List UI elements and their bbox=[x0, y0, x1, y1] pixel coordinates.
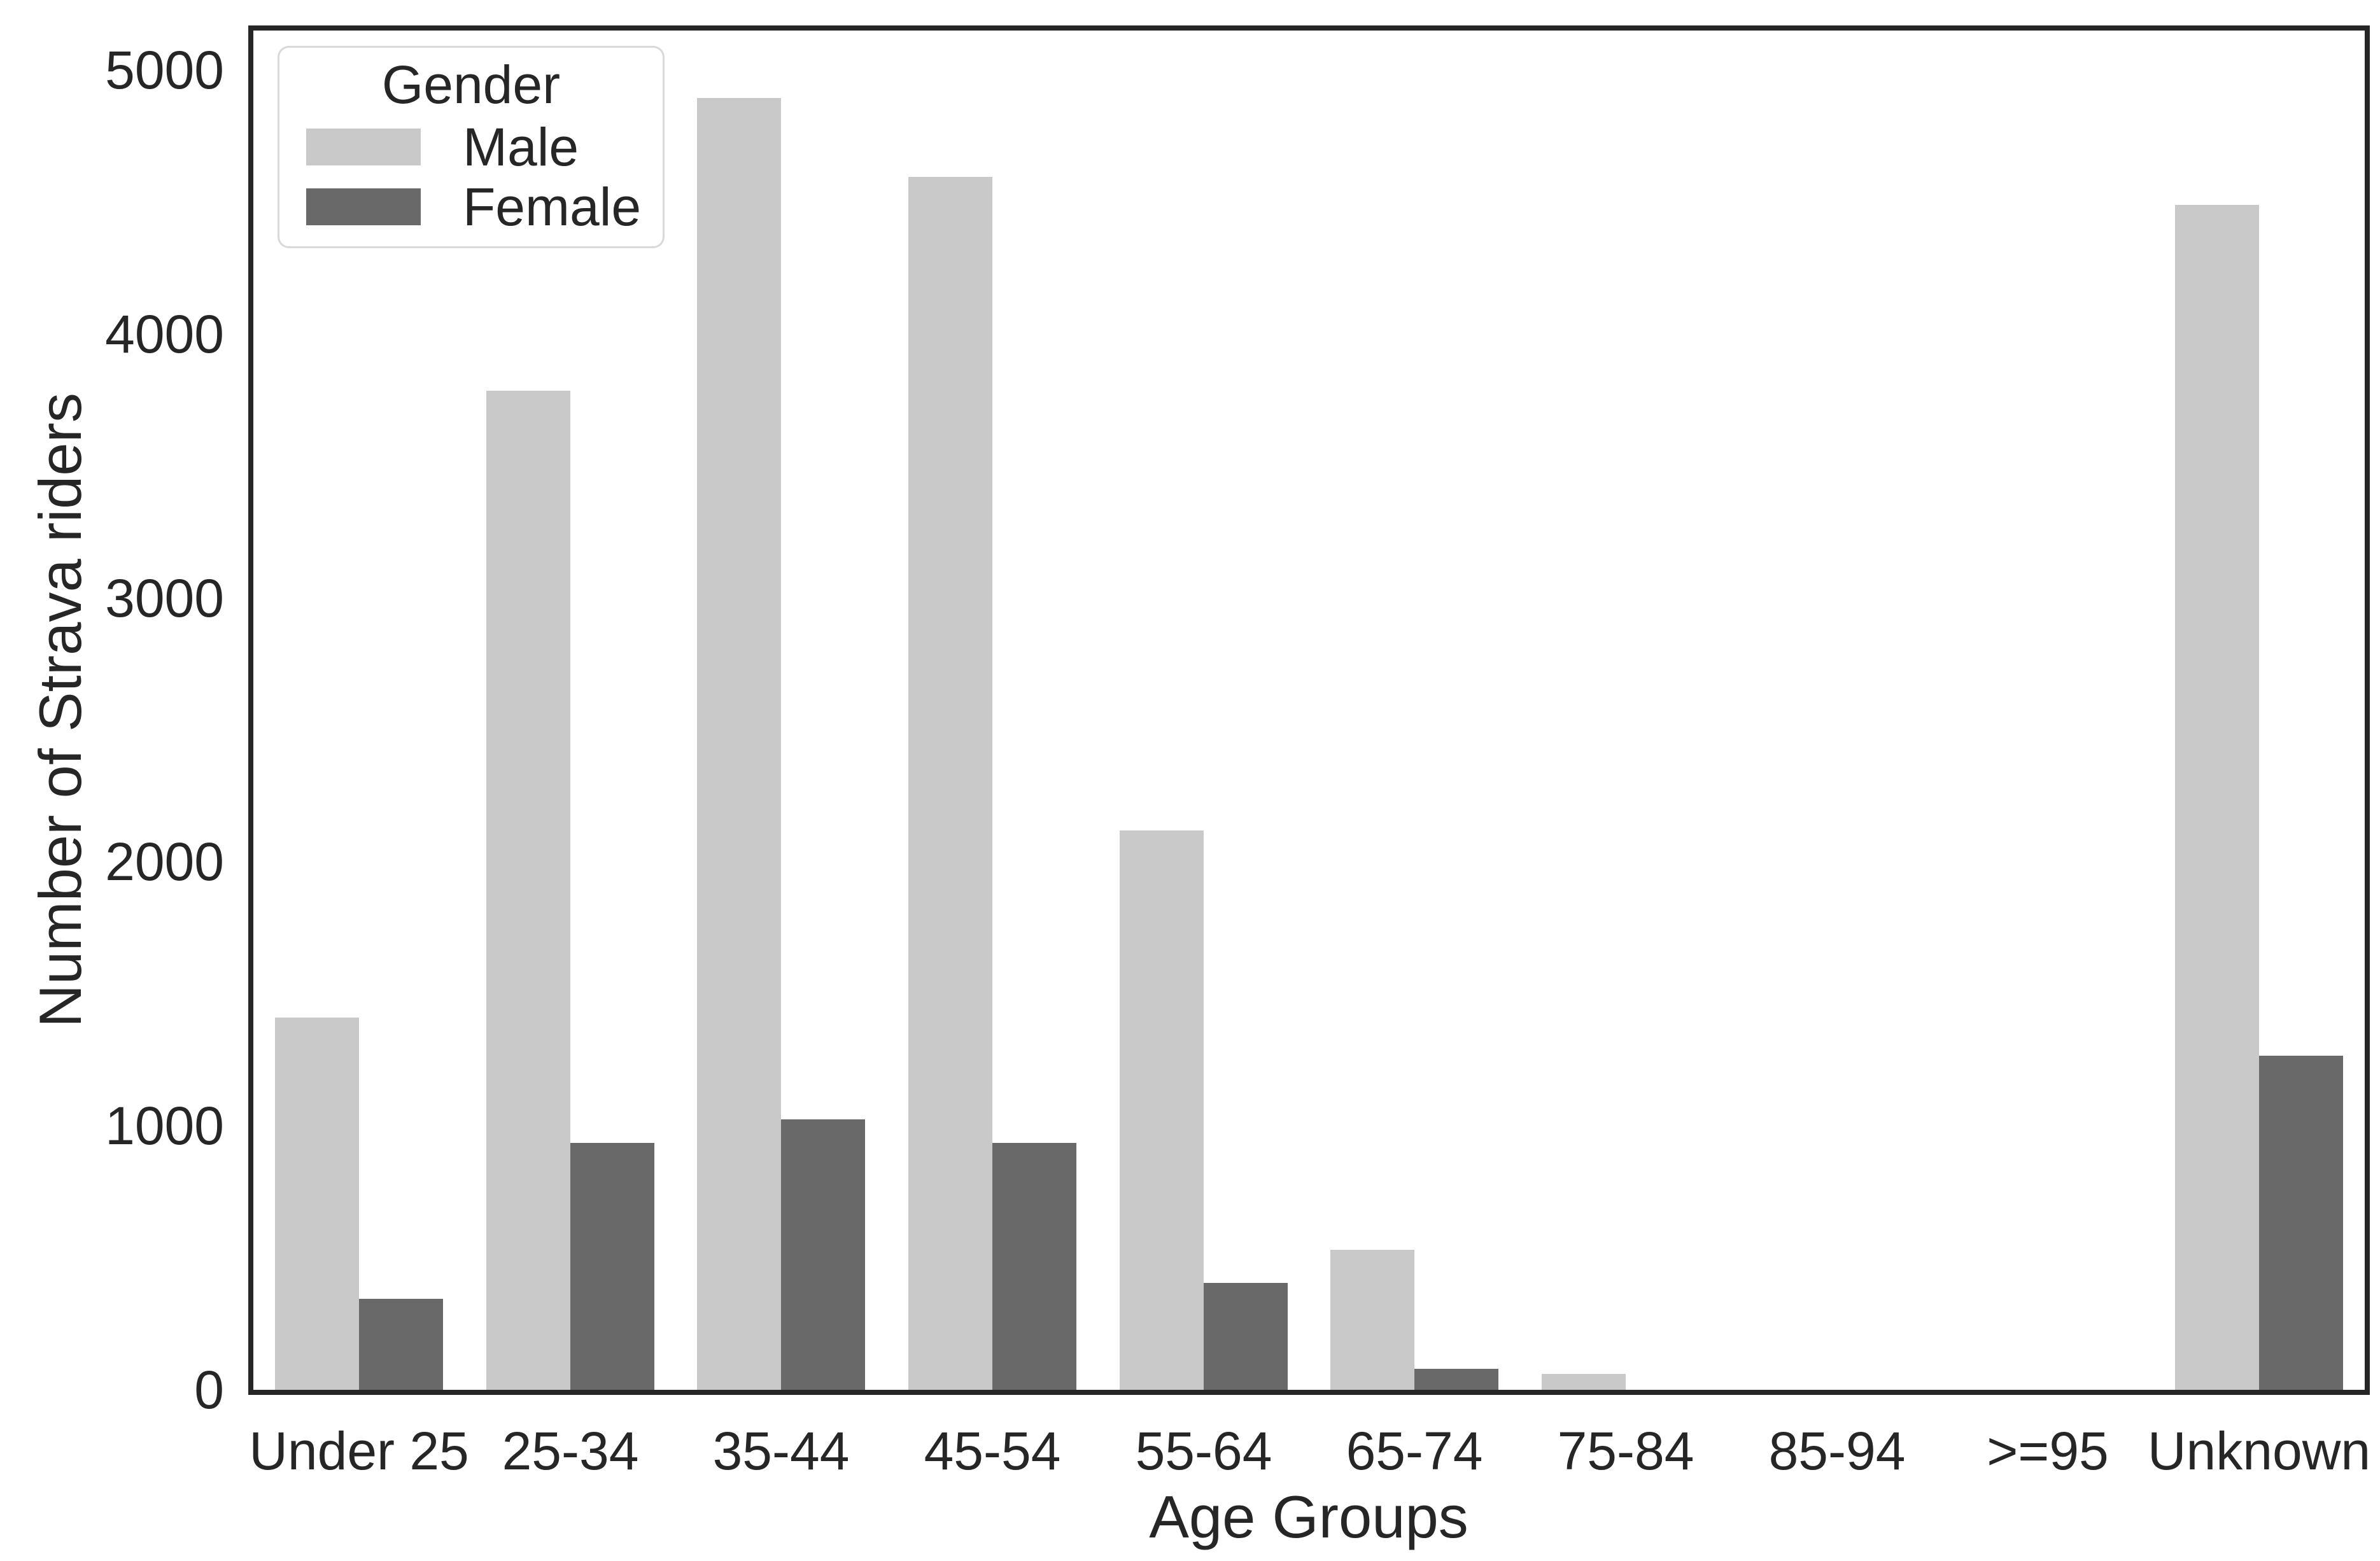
bar-male-45-54 bbox=[908, 177, 992, 1390]
bar-female-unknown bbox=[2259, 1056, 2343, 1390]
x-tick-under-25: Under 25 bbox=[249, 1421, 469, 1481]
plot-area: Gender Male Female bbox=[248, 25, 2370, 1395]
legend-swatch-female bbox=[306, 188, 421, 225]
bar-female-under-25 bbox=[359, 1299, 443, 1390]
x-axis-label: Age Groups bbox=[1149, 1483, 1468, 1550]
legend: Gender Male Female bbox=[278, 46, 665, 248]
bar-female-35-44 bbox=[781, 1119, 865, 1390]
y-tick-2000: 2000 bbox=[105, 832, 224, 892]
x-tick-55-64: 55-64 bbox=[1135, 1421, 1272, 1481]
x-tick-65-74: 65-74 bbox=[1346, 1421, 1483, 1481]
bar-male-25-34 bbox=[486, 391, 570, 1390]
y-axis-label: Number of Strava riders bbox=[27, 393, 94, 1028]
x-tick-25-34: 25-34 bbox=[502, 1421, 639, 1481]
x-tick-95: >=95 bbox=[1987, 1421, 2109, 1481]
bar-male-unknown bbox=[2175, 205, 2259, 1390]
bar-female-65-74 bbox=[1414, 1369, 1498, 1390]
bar-female-45-54 bbox=[992, 1143, 1076, 1390]
bars-container bbox=[253, 31, 2365, 1390]
x-tick-35-44: 35-44 bbox=[712, 1421, 850, 1481]
y-tick-1000: 1000 bbox=[105, 1096, 224, 1156]
y-tick-3000: 3000 bbox=[105, 568, 224, 628]
legend-title: Gender bbox=[381, 55, 561, 115]
bar-female-55-64 bbox=[1204, 1283, 1288, 1390]
legend-item-female: Female bbox=[279, 180, 663, 234]
x-tick-45-54: 45-54 bbox=[924, 1421, 1061, 1481]
y-tick-5000: 5000 bbox=[105, 40, 224, 100]
legend-swatch-male bbox=[306, 129, 421, 165]
bar-female-25-34 bbox=[570, 1143, 654, 1390]
x-tick-85-94: 85-94 bbox=[1768, 1421, 1906, 1481]
x-tick-unknown: Unknown bbox=[2147, 1421, 2371, 1481]
bar-male-55-64 bbox=[1120, 830, 1204, 1390]
x-tick-75-84: 75-84 bbox=[1557, 1421, 1694, 1481]
legend-label-male: Male bbox=[463, 117, 579, 177]
bar-male-75-84 bbox=[1542, 1374, 1626, 1390]
legend-label-female: Female bbox=[463, 177, 642, 237]
bar-male-65-74 bbox=[1330, 1250, 1414, 1390]
legend-item-male: Male bbox=[279, 120, 663, 174]
bar-male-35-44 bbox=[697, 98, 781, 1390]
y-tick-4000: 4000 bbox=[105, 304, 224, 364]
y-tick-0: 0 bbox=[194, 1360, 224, 1420]
bar-male-under-25 bbox=[275, 1018, 359, 1390]
